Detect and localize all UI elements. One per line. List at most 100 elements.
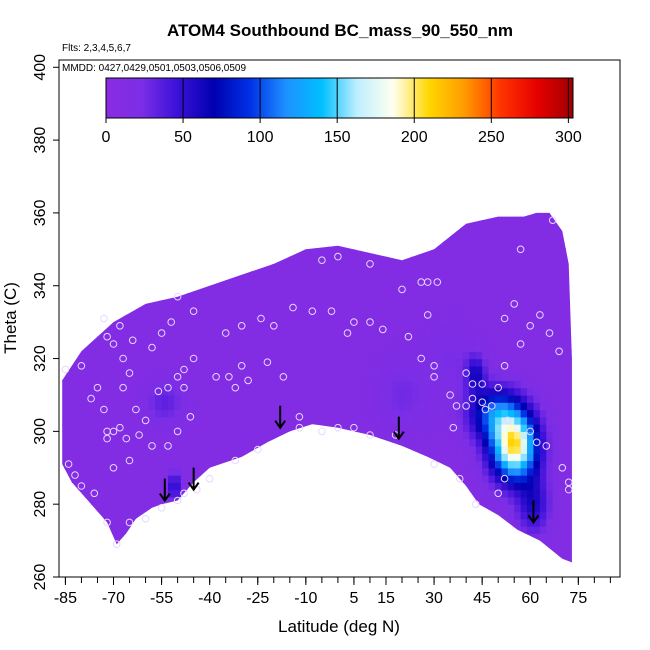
sample-point [180, 383, 188, 392]
x-tick-label: 45 [473, 590, 491, 607]
sample-point [564, 485, 573, 494]
colorbar-tick-label: 0 [102, 129, 111, 146]
sample-point [103, 434, 111, 443]
sample-point [295, 423, 304, 432]
sample-point [257, 314, 265, 323]
x-tick-label: -85 [54, 590, 77, 607]
sample-point [180, 489, 188, 498]
colorbar-tick-label: 200 [401, 129, 428, 146]
x-tick-label: -55 [150, 590, 173, 607]
sample-point [564, 478, 573, 487]
flight-arrow [392, 416, 405, 441]
sample-point [430, 373, 438, 381]
flight-arrow [158, 478, 171, 503]
flights-note: Flts: 2,3,4,5,6,7 [62, 43, 131, 54]
sample-point [468, 380, 477, 388]
y-tick-label: 400 [32, 54, 49, 81]
sample-point [366, 431, 374, 439]
sample-point [189, 307, 198, 316]
sample-point [100, 314, 108, 323]
sample-point [548, 216, 557, 224]
y-tick-label: 380 [32, 127, 49, 154]
sample-point [77, 482, 86, 490]
flight-arrow [527, 500, 540, 525]
sample-point [308, 307, 317, 316]
sample-point [446, 391, 454, 399]
sample-point [87, 394, 95, 403]
sample-point [173, 496, 182, 505]
sample-point [404, 332, 413, 341]
flight-arrow [187, 467, 200, 492]
sample-point [205, 474, 214, 483]
x-axis: -85 -70 -55 -40 -25 -10 5 15 30 45 60 75 [54, 577, 611, 607]
sample-point [135, 431, 143, 439]
sample-point [157, 329, 166, 337]
sample-point [90, 489, 99, 498]
sample-point [334, 252, 342, 261]
sample-point [231, 456, 240, 465]
y-tick-label: 360 [32, 199, 49, 226]
sample-point [462, 402, 470, 410]
sample-point [71, 471, 79, 479]
sample-point [532, 438, 541, 447]
plot-frame [58, 59, 621, 578]
sample-point [64, 460, 73, 468]
sample-point [423, 311, 432, 319]
y-tick-label: 300 [32, 418, 49, 445]
sample-point [478, 380, 487, 388]
sample-point [253, 445, 262, 454]
sample-points [61, 216, 573, 549]
sample-point [164, 383, 172, 392]
heatmap-cells [62, 212, 572, 563]
sample-point [100, 405, 108, 414]
colorbar: 0 50 100 150 200 250 300 [102, 77, 582, 146]
x-tick-label: 30 [425, 590, 443, 607]
sample-point [77, 362, 86, 370]
sample-point [128, 336, 137, 345]
x-tick-label: 5 [349, 590, 358, 607]
dates-note: MMDD: 0427,0429,0501,0503,0506,0509 [62, 63, 246, 74]
sample-point [109, 427, 118, 436]
colorbar-ramp [105, 77, 574, 119]
y-tick-label: 260 [32, 564, 49, 591]
x-tick-label: -70 [102, 590, 125, 607]
sample-point [295, 413, 304, 421]
sample-point [526, 427, 535, 436]
sample-point [270, 322, 278, 330]
sample-point [125, 369, 134, 377]
colorbar-tick-label: 100 [247, 129, 274, 146]
sample-point [173, 373, 182, 381]
sample-point [93, 383, 102, 392]
y-tick-label: 280 [32, 491, 49, 518]
sample-point [125, 456, 134, 465]
sample-point [119, 354, 127, 363]
sample-point [500, 314, 509, 323]
sample-point [510, 300, 519, 308]
sample-point [366, 318, 374, 326]
x-tick-label: -40 [198, 590, 221, 607]
x-tick-label: -25 [246, 590, 269, 607]
heatmap-field [62, 212, 572, 563]
sample-point [167, 318, 175, 326]
sample-point [318, 256, 326, 265]
sample-point [545, 329, 554, 337]
sample-point [212, 373, 220, 381]
sample-point [244, 376, 252, 385]
sample-point [430, 460, 438, 468]
sample-point [488, 402, 496, 410]
flight-arrows [158, 405, 540, 525]
sample-point [225, 373, 233, 381]
x-tick-label: 75 [569, 590, 587, 607]
y-axis-label: Theta (C) [1, 282, 20, 354]
x-tick-label: 15 [377, 590, 395, 607]
sample-point [471, 500, 480, 509]
sample-point [462, 369, 470, 377]
sample-point [189, 354, 198, 363]
sample-point [455, 474, 464, 483]
flight-arrow [274, 405, 287, 430]
sample-point [494, 489, 503, 498]
sample-point [173, 427, 182, 436]
sample-point [481, 405, 490, 414]
y-tick-label: 340 [32, 272, 49, 299]
